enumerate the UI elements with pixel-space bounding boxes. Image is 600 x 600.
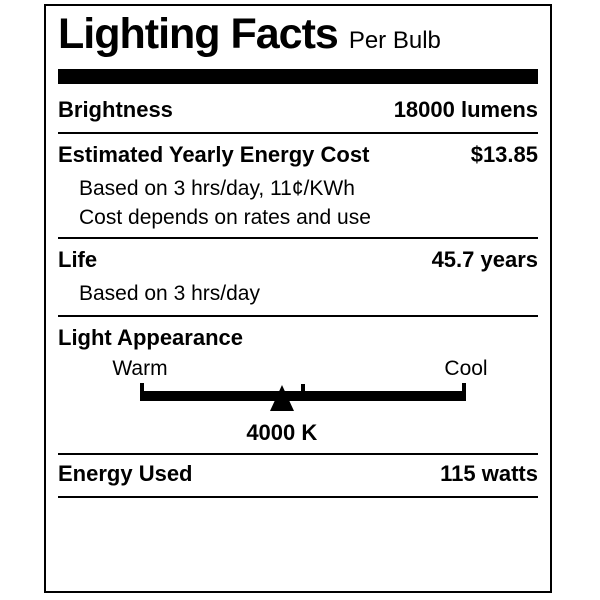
energy-cost-label: Estimated Yearly Energy Cost — [58, 142, 370, 167]
scale-bar: 4000 K — [140, 383, 466, 444]
kelvin-value: 4000 K — [246, 420, 318, 445]
life-section: Life 45.7 years Based on 3 hrs/day — [58, 239, 538, 317]
cool-scale-label: Cool — [444, 357, 488, 380]
scale-left-end-tick — [140, 383, 144, 401]
page-title: Lighting Facts — [58, 10, 339, 58]
life-value: 45.7 years — [431, 247, 538, 272]
energy-cost-section: Estimated Yearly Energy Cost $13.85 Base… — [58, 134, 538, 239]
lighting-facts-label: Lighting Facts Per Bulb Brightness 18000… — [44, 4, 552, 593]
kelvin-marker-triangle-icon — [269, 385, 294, 411]
light-appearance-label: Light Appearance — [58, 325, 243, 350]
brightness-label: Brightness — [58, 97, 173, 122]
energy-used-value: 115 watts — [440, 461, 538, 486]
energy-used-row: Energy Used 115 watts — [58, 455, 538, 498]
scale-right-end-tick — [462, 383, 466, 401]
brightness-row: Brightness 18000 lumens — [58, 84, 538, 134]
energy-cost-note-disclaimer: Cost depends on rates and use — [79, 206, 371, 229]
life-note-basis: Based on 3 hrs/day — [79, 282, 260, 305]
light-appearance-section: Light Appearance Warm Cool 4000 K — [58, 317, 538, 455]
energy-cost-value: $13.85 — [470, 142, 538, 167]
energy-used-label: Energy Used — [58, 461, 193, 486]
life-label: Life — [58, 247, 98, 272]
life-row: Life 45.7 years — [58, 247, 538, 273]
color-temperature-scale: Warm Cool 4000 K — [58, 358, 538, 446]
scale-midpoint-tick — [301, 384, 305, 401]
energy-cost-note-basis: Based on 3 hrs/day, 11¢/KWh — [79, 177, 355, 200]
brightness-value: 18000 lumens — [393, 97, 538, 122]
energy-cost-row: Estimated Yearly Energy Cost $13.85 — [58, 142, 538, 168]
warm-scale-label: Warm — [112, 357, 168, 380]
per-bulb-subtitle: Per Bulb — [348, 27, 441, 54]
header-divider-bar — [58, 69, 538, 84]
label-header: Lighting Facts Per Bulb — [58, 6, 538, 56]
